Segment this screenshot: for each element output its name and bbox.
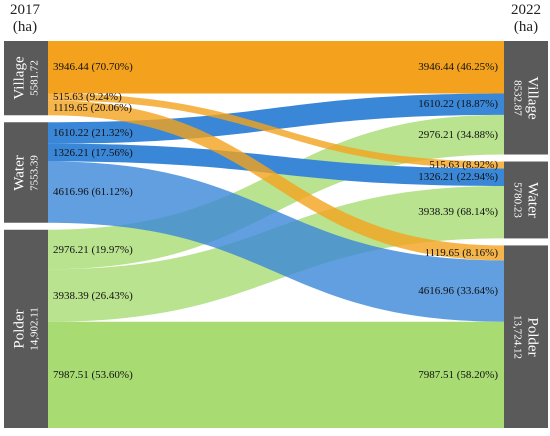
node-label-polder-right: Polder 13,724.12 <box>512 315 541 359</box>
nodes-layer <box>4 41 548 428</box>
node-value: 5581.72 <box>28 60 41 96</box>
node-label-village-right: Village 8532.87 <box>512 76 541 119</box>
flow-target-label: 7987.51 (58.20%) <box>418 368 498 381</box>
flow-source-label: 7987.51 (53.60%) <box>53 368 133 381</box>
node-value: 8532.87 <box>511 79 524 116</box>
flow-target-label: 1326.21 (22.94%) <box>418 171 498 184</box>
flow-target-label: 4616.96 (33.64%) <box>418 285 498 298</box>
node-label-village-left: Village 5581.72 <box>12 57 41 100</box>
flow-source-label: 1326.21 (17.56%) <box>53 146 133 159</box>
flow-polder-to-polder <box>48 321 504 428</box>
flow-source-label: 2976.21 (19.97%) <box>53 243 133 256</box>
left-year: 2017 <box>10 2 40 18</box>
flow-source-label: 3946.44 (70.70%) <box>53 61 133 74</box>
flow-water-to-polder <box>48 161 504 322</box>
node-water-right <box>504 161 548 239</box>
node-polder-right <box>504 245 548 428</box>
node-name: Water <box>11 154 28 191</box>
flow-target-label: 3938.39 (68.14%) <box>418 206 498 219</box>
flow-water-to-water <box>48 143 504 187</box>
flow-source-label: 3938.39 (26.43%) <box>53 289 133 302</box>
flow-target-label: 515.63 (8.92%) <box>429 158 498 171</box>
node-name: Polder <box>11 309 28 349</box>
node-polder-left <box>4 229 48 428</box>
flow-target-label: 1610.22 (18.87%) <box>418 98 498 111</box>
node-value: 13,724.12 <box>511 314 524 359</box>
node-label-water-right: Water 5780.23 <box>512 182 541 218</box>
node-label-water-left: Water 7553.39 <box>12 155 41 191</box>
node-value: 5780.23 <box>511 182 524 218</box>
node-water-left <box>4 122 48 223</box>
flow-source-label: 515.63 (9.24%) <box>53 90 122 103</box>
node-village-left <box>4 41 48 116</box>
node-label-polder-left: Polder 14,902.11 <box>12 307 41 351</box>
flow-source-label: 4616.96 (61.12%) <box>53 186 133 199</box>
left-unit: (ha) <box>12 19 38 35</box>
left-column-header: 2017 (ha) <box>2 2 48 36</box>
right-year: 2022 <box>511 2 541 18</box>
flow-village-to-village <box>48 41 504 94</box>
flows-layer <box>48 41 504 428</box>
node-name: Village <box>11 56 28 100</box>
flow-source-label: 1610.22 (21.32%) <box>53 126 133 139</box>
node-value: 14,902.11 <box>28 307 41 351</box>
flow-source-label: 1119.65 (20.06%) <box>53 101 132 114</box>
node-value: 7553.39 <box>28 154 41 191</box>
right-column-header: 2022 (ha) <box>503 2 549 36</box>
flow-village-to-water <box>48 93 504 169</box>
flow-village-to-polder <box>48 100 504 261</box>
flow-water-to-village <box>48 93 504 144</box>
flow-target-label: 3946.44 (46.25%) <box>418 61 498 74</box>
flow-target-label: 1119.65 (8.16%) <box>424 246 498 259</box>
node-name: Water <box>524 182 541 218</box>
flow-target-label: 2976.21 (34.88%) <box>418 128 498 141</box>
node-name: Village <box>524 76 541 120</box>
right-unit: (ha) <box>513 19 539 35</box>
node-name: Polder <box>524 317 541 357</box>
node-village-right <box>504 41 548 155</box>
